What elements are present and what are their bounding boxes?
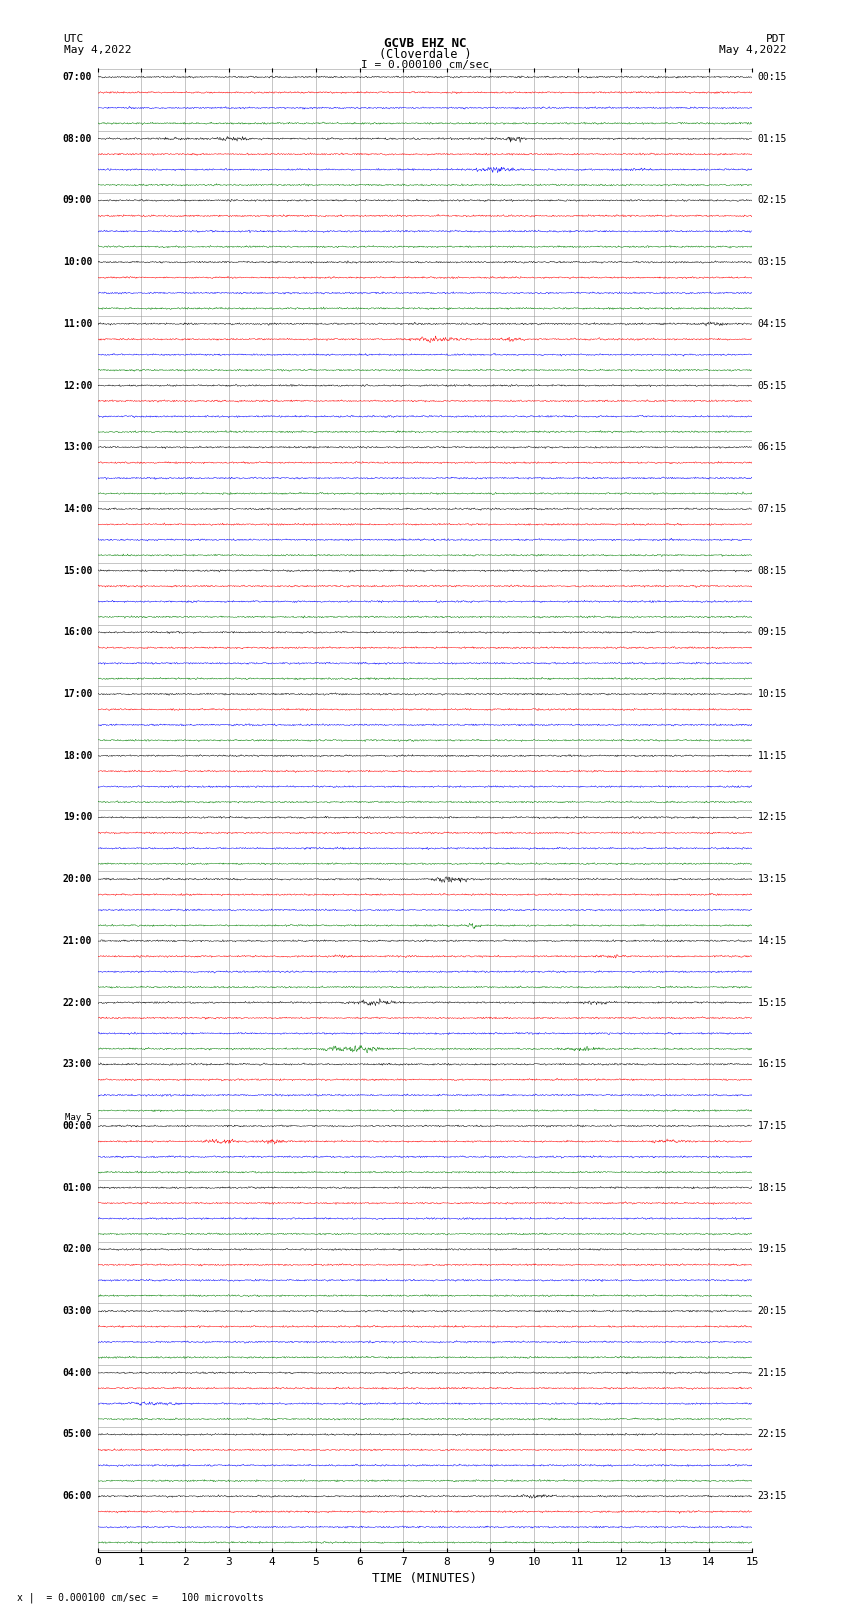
Text: 17:00: 17:00 xyxy=(63,689,92,698)
Text: 20:00: 20:00 xyxy=(63,874,92,884)
Text: 11:00: 11:00 xyxy=(63,319,92,329)
Text: 08:00: 08:00 xyxy=(63,134,92,144)
Text: 01:00: 01:00 xyxy=(63,1182,92,1192)
Text: 00:15: 00:15 xyxy=(758,73,787,82)
Text: 19:00: 19:00 xyxy=(63,813,92,823)
Text: (Cloverdale ): (Cloverdale ) xyxy=(379,48,471,61)
Text: 16:15: 16:15 xyxy=(758,1060,787,1069)
Text: 04:00: 04:00 xyxy=(63,1368,92,1378)
Text: 10:15: 10:15 xyxy=(758,689,787,698)
Text: 16:00: 16:00 xyxy=(63,627,92,637)
Text: PDT: PDT xyxy=(766,34,786,44)
Text: 23:00: 23:00 xyxy=(63,1060,92,1069)
Text: 13:15: 13:15 xyxy=(758,874,787,884)
Text: 22:15: 22:15 xyxy=(758,1429,787,1439)
Text: UTC: UTC xyxy=(64,34,84,44)
Text: 03:00: 03:00 xyxy=(63,1307,92,1316)
Text: 12:15: 12:15 xyxy=(758,813,787,823)
Text: 05:15: 05:15 xyxy=(758,381,787,390)
Text: I = 0.000100 cm/sec: I = 0.000100 cm/sec xyxy=(361,60,489,69)
Text: 07:15: 07:15 xyxy=(758,503,787,515)
Text: 19:15: 19:15 xyxy=(758,1244,787,1255)
Text: 02:15: 02:15 xyxy=(758,195,787,205)
Text: May 5: May 5 xyxy=(65,1113,92,1123)
Text: 08:15: 08:15 xyxy=(758,566,787,576)
Text: 21:00: 21:00 xyxy=(63,936,92,945)
Text: 17:15: 17:15 xyxy=(758,1121,787,1131)
Text: May 4,2022: May 4,2022 xyxy=(719,45,786,55)
Text: 09:00: 09:00 xyxy=(63,195,92,205)
Text: 21:15: 21:15 xyxy=(758,1368,787,1378)
Text: 03:15: 03:15 xyxy=(758,256,787,268)
Text: GCVB EHZ NC: GCVB EHZ NC xyxy=(383,37,467,50)
Text: 11:15: 11:15 xyxy=(758,750,787,761)
Text: 23:15: 23:15 xyxy=(758,1490,787,1502)
Text: x |  = 0.000100 cm/sec =    100 microvolts: x | = 0.000100 cm/sec = 100 microvolts xyxy=(17,1592,264,1603)
X-axis label: TIME (MINUTES): TIME (MINUTES) xyxy=(372,1573,478,1586)
Text: 00:00: 00:00 xyxy=(63,1121,92,1131)
Text: May 4,2022: May 4,2022 xyxy=(64,45,131,55)
Text: 14:00: 14:00 xyxy=(63,503,92,515)
Text: 07:00: 07:00 xyxy=(63,73,92,82)
Text: 06:15: 06:15 xyxy=(758,442,787,452)
Text: 15:00: 15:00 xyxy=(63,566,92,576)
Text: 09:15: 09:15 xyxy=(758,627,787,637)
Text: 01:15: 01:15 xyxy=(758,134,787,144)
Text: 14:15: 14:15 xyxy=(758,936,787,945)
Text: 22:00: 22:00 xyxy=(63,997,92,1008)
Text: 18:00: 18:00 xyxy=(63,750,92,761)
Text: 06:00: 06:00 xyxy=(63,1490,92,1502)
Text: 15:15: 15:15 xyxy=(758,997,787,1008)
Text: 12:00: 12:00 xyxy=(63,381,92,390)
Text: 10:00: 10:00 xyxy=(63,256,92,268)
Text: 02:00: 02:00 xyxy=(63,1244,92,1255)
Text: 13:00: 13:00 xyxy=(63,442,92,452)
Text: 18:15: 18:15 xyxy=(758,1182,787,1192)
Text: 20:15: 20:15 xyxy=(758,1307,787,1316)
Text: 04:15: 04:15 xyxy=(758,319,787,329)
Text: 05:00: 05:00 xyxy=(63,1429,92,1439)
